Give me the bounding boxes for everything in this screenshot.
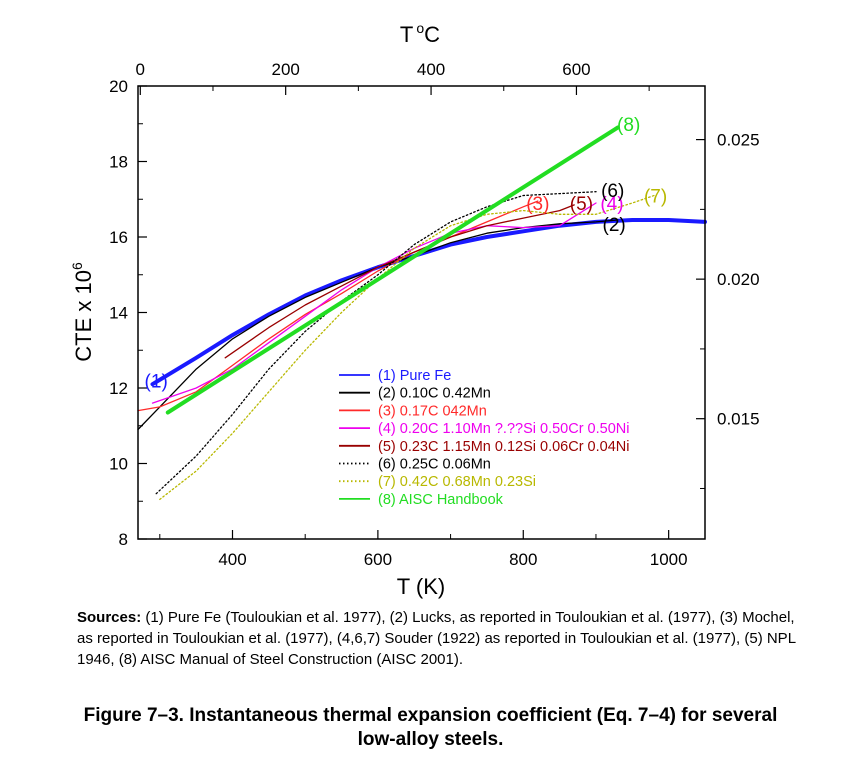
legend-entry-8: (8) AISC Handbook: [378, 492, 504, 508]
top-axis-label-unit: C: [424, 22, 440, 47]
series-label-5: (5): [570, 194, 593, 215]
series-line-1: [150, 218, 707, 387]
y-tick-label: 12: [109, 379, 128, 398]
series-line-7: [159, 194, 655, 501]
x-tick-label: 600: [364, 550, 392, 569]
series-label-1: (1): [145, 371, 168, 392]
series-label-8: (8): [617, 115, 640, 136]
caption-line-2: low-alloy steels.: [357, 729, 504, 750]
sources-text: (1) Pure Fe (Touloukian et al. 1977), (2…: [77, 609, 796, 668]
legend-entry-6: (6) 0.25C 0.06Mn: [378, 457, 491, 473]
series-line-6: [155, 191, 597, 495]
series-line-3: [137, 200, 539, 412]
y-axis-label-text: CTE x 10: [71, 270, 96, 362]
series-label-6: (6): [601, 181, 624, 202]
top-tick-label: 400: [417, 60, 445, 79]
top-axis-label-t: T: [400, 22, 413, 47]
legend-entry-1: (1) Pure Fe: [378, 368, 451, 384]
y-tick-label: 20: [109, 77, 128, 96]
x-axis-label: T (K): [397, 574, 445, 599]
y-tick-label: 10: [109, 455, 128, 474]
y-tick-label: 14: [109, 304, 128, 323]
y-axis-label-exponent: 6: [69, 262, 85, 270]
legend-entry-2: (2) 0.10C 0.42Mn: [378, 386, 491, 402]
right-tick-label: 0.015: [717, 410, 760, 429]
legend-entry-3: (3) 0.17C 042Mn: [378, 403, 487, 419]
series-label-7: (7): [644, 186, 667, 207]
right-tick-label: 0.020: [717, 270, 760, 289]
x-tick-label: 1000: [650, 550, 688, 569]
top-tick-label: 600: [562, 60, 590, 79]
top-axis-label-degree: o: [416, 20, 424, 36]
y-axis-label: CTE x 106: [69, 262, 96, 362]
series-label-3: (3): [526, 194, 549, 215]
top-tick-label: 0: [136, 60, 145, 79]
top-tick-label: 200: [271, 60, 299, 79]
x-tick-label: 400: [218, 550, 246, 569]
series-line-8: [165, 125, 620, 415]
legend-entry-4: (4) 0.20C 1.10Mn ?.??Si 0.50Cr 0.50Ni: [378, 421, 629, 437]
x-tick-label: 800: [509, 550, 537, 569]
y-tick-label: 16: [109, 228, 128, 247]
right-tick-label: 0.025: [717, 131, 760, 150]
caption-line-1: Figure 7–3. Instantaneous thermal expans…: [83, 705, 778, 726]
legend-entry-5: (5) 0.23C 1.15Mn 0.12Si 0.06Cr 0.04Ni: [378, 439, 629, 455]
series-label-4: (4): [600, 194, 623, 215]
series-label-2: (2): [603, 215, 626, 236]
y-tick-label: 18: [109, 153, 128, 172]
y-tick-label: 8: [119, 530, 128, 549]
series-line-5: [224, 204, 575, 359]
sources-heading: Sources:: [77, 609, 142, 626]
series-line-4: [151, 202, 597, 404]
sources-note: Sources: (1) Pure Fe (Touloukian et al. …: [77, 607, 797, 670]
legend-entry-7: (7) 0.42C 0.68Mn 0.23Si: [378, 474, 536, 490]
figure-caption: Figure 7–3. Instantaneous thermal expans…: [0, 704, 861, 752]
